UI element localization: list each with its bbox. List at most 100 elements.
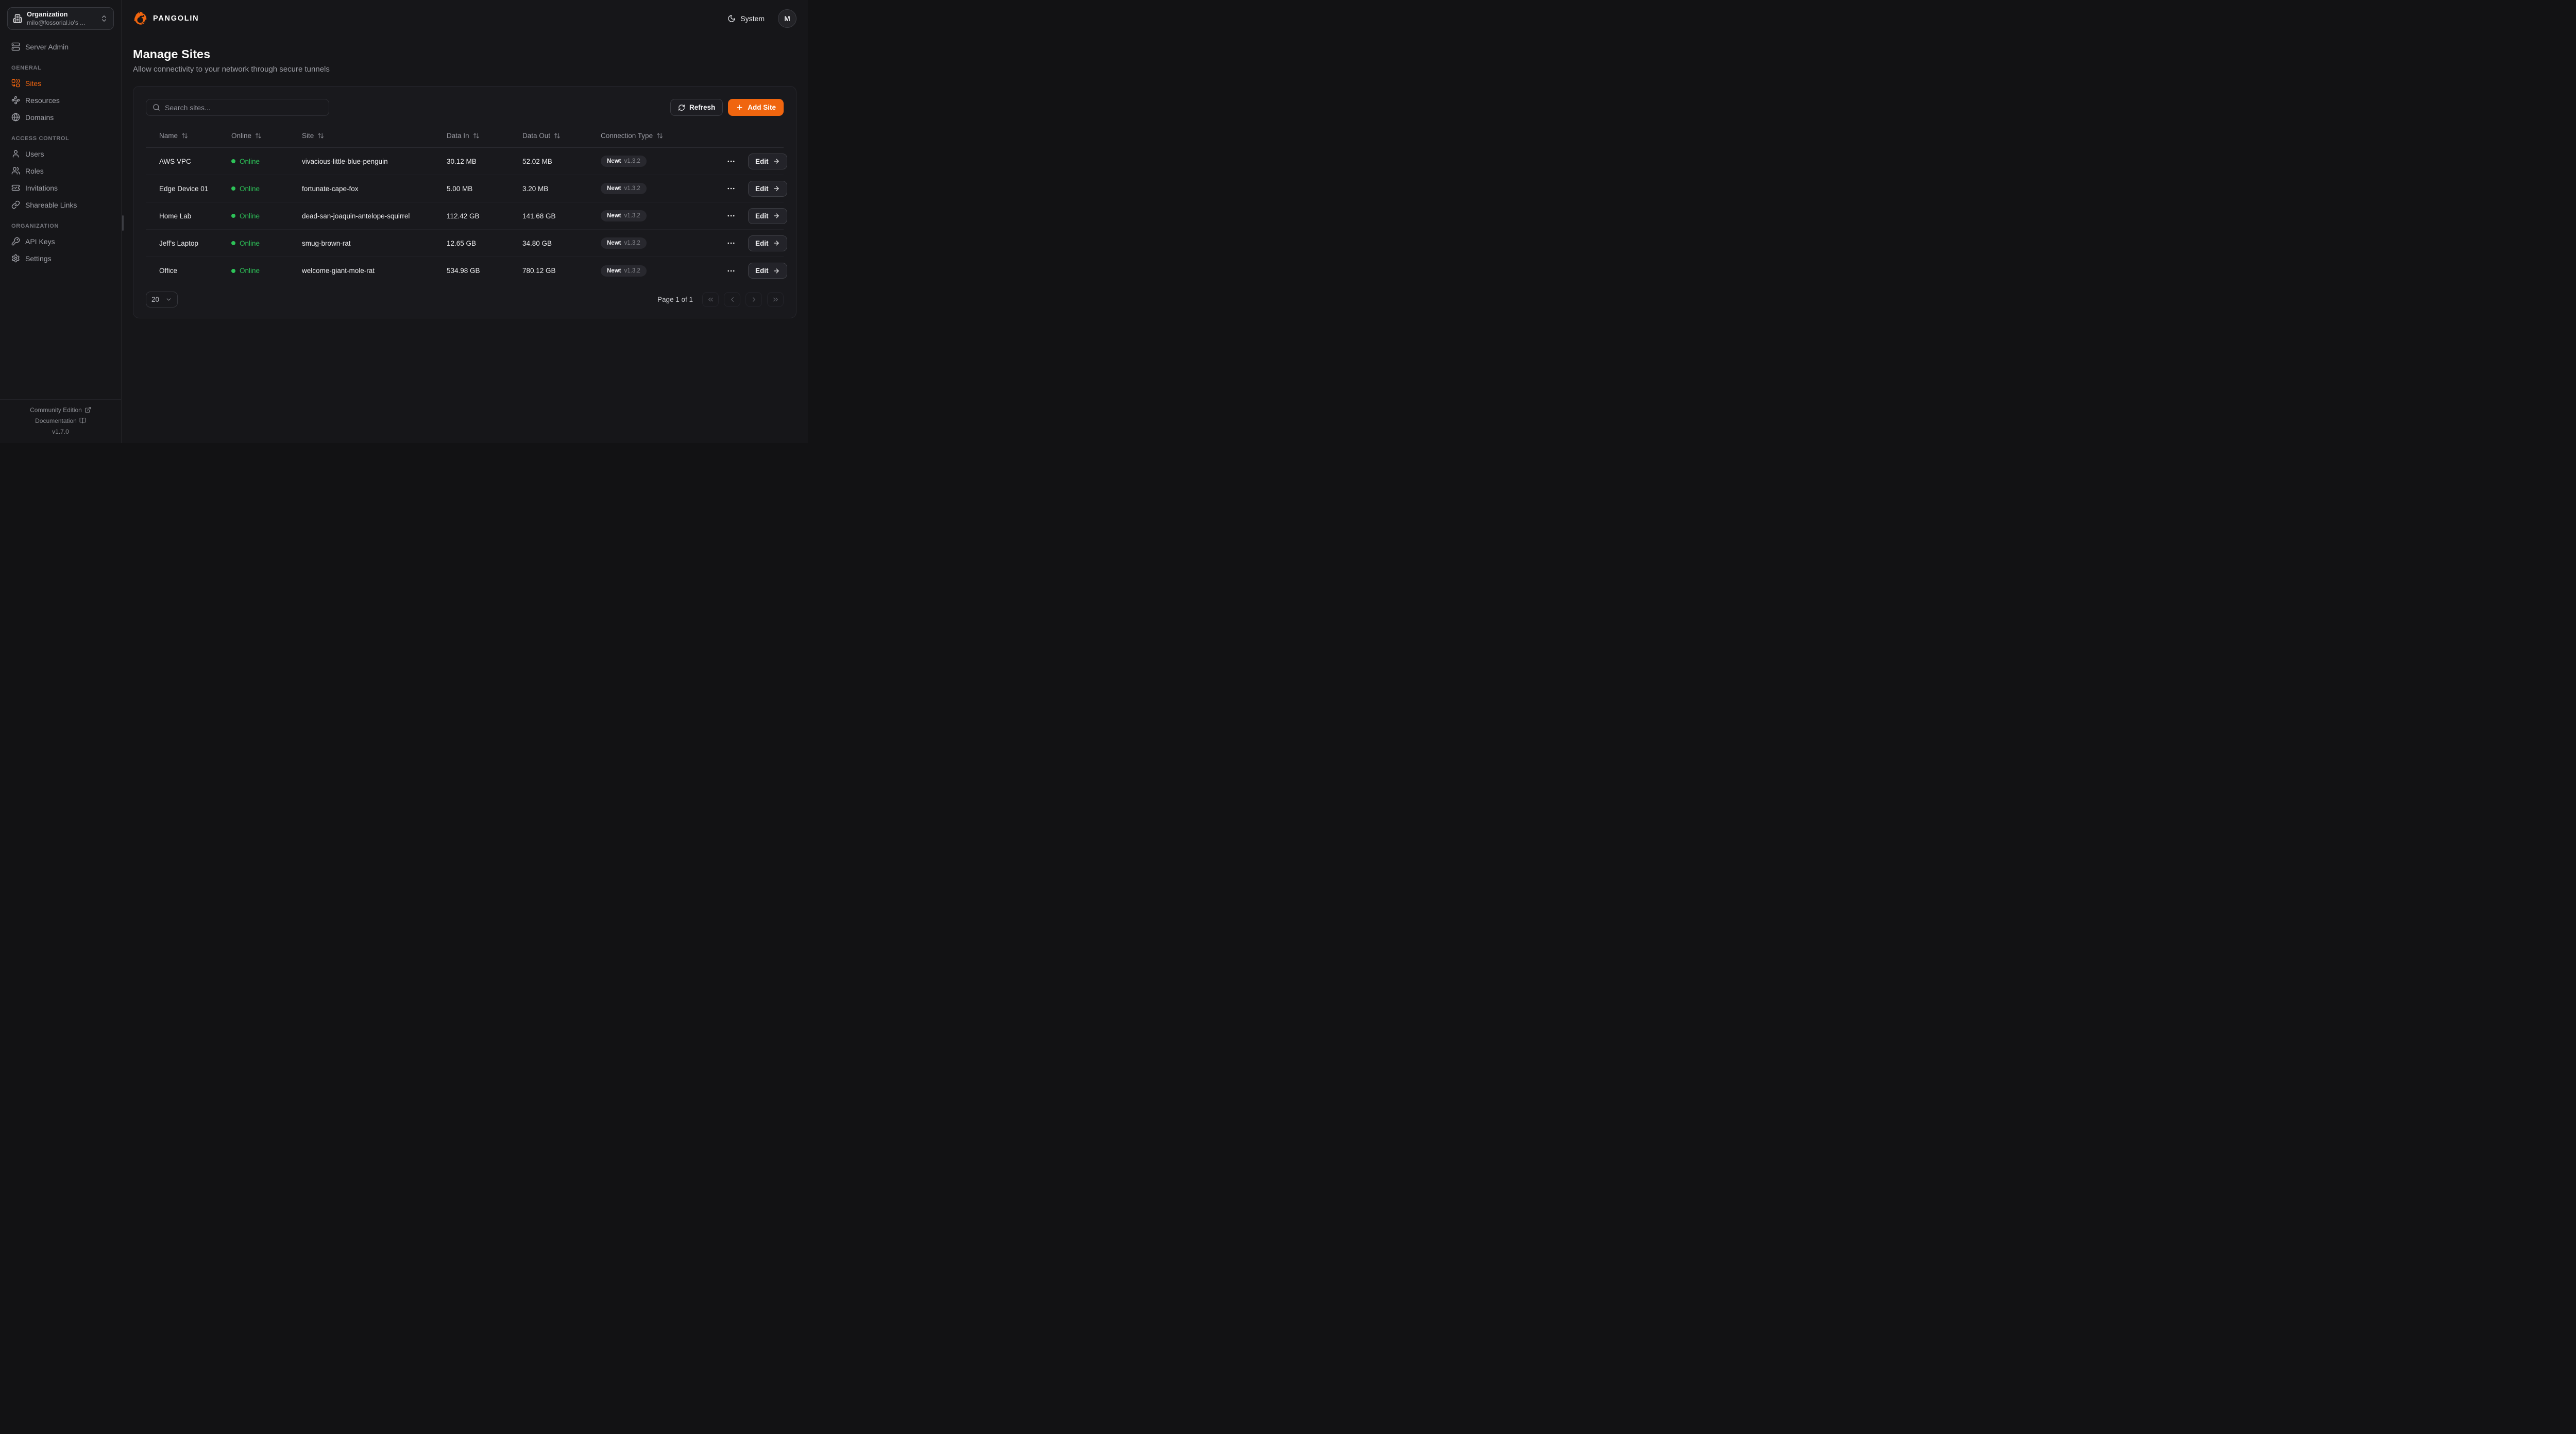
site-slug: vivacious-little-blue-penguin <box>302 157 388 165</box>
sidebar-item-users[interactable]: Users <box>7 145 114 162</box>
theme-toggle[interactable]: System <box>727 14 765 23</box>
users-icon <box>11 166 20 175</box>
sidebar-item-shareable-links[interactable]: Shareable Links <box>7 196 114 213</box>
refresh-icon <box>678 104 685 111</box>
previous-page-button[interactable] <box>724 292 740 307</box>
sidebar-item-sites[interactable]: Sites <box>7 75 114 92</box>
edit-button[interactable]: Edit <box>748 208 787 224</box>
connection-type-badge: Newt v1.3.2 <box>601 183 647 194</box>
table-row: Office Online welcome-giant-mole-rat 534… <box>146 257 787 284</box>
user-avatar[interactable]: M <box>778 9 796 28</box>
sidebar-item-label: Resources <box>25 96 60 105</box>
column-header-data-in[interactable]: Data In <box>447 132 522 140</box>
row-menu-button[interactable] <box>724 236 738 250</box>
row-menu-button[interactable] <box>724 155 738 168</box>
site-name: Jeff's Laptop <box>159 239 198 247</box>
org-switcher-title: Organization <box>27 10 68 19</box>
row-menu-button[interactable] <box>724 182 738 195</box>
edit-button[interactable]: Edit <box>748 153 787 169</box>
sidebar-item-server-admin[interactable]: Server Admin <box>7 38 114 55</box>
column-header-data-out[interactable]: Data Out <box>522 132 601 140</box>
data-in-value: 12.65 GB <box>447 239 477 247</box>
chevrons-right-icon <box>772 296 779 303</box>
column-header-name[interactable]: Name <box>159 132 231 140</box>
page-size-select[interactable]: 20 <box>146 292 178 308</box>
resources-icon <box>11 96 20 105</box>
column-header-online[interactable]: Online <box>231 132 302 140</box>
search-input[interactable] <box>165 103 323 112</box>
topbar: PANGOLIN System M <box>122 0 808 37</box>
ellipsis-icon <box>726 211 736 220</box>
sidebar-nav: Server Admin GENERAL Sites Resources Dom <box>7 38 114 267</box>
refresh-button[interactable]: Refresh <box>670 99 723 116</box>
online-dot <box>231 268 235 273</box>
data-out-value: 34.80 GB <box>522 239 552 247</box>
globe-icon <box>11 113 20 122</box>
site-name: Home Lab <box>159 212 192 220</box>
column-header-site[interactable]: Site <box>302 132 447 140</box>
online-status: Online <box>240 267 260 275</box>
sites-table: Name Online Site Data In Data Out Connec… <box>146 124 787 284</box>
ellipsis-icon <box>726 157 736 166</box>
online-status: Online <box>240 157 260 165</box>
ellipsis-icon <box>726 266 736 276</box>
edit-button[interactable]: Edit <box>748 235 787 251</box>
sidebar-item-roles[interactable]: Roles <box>7 162 114 179</box>
connection-type-badge: Newt v1.3.2 <box>601 210 647 221</box>
edit-button[interactable]: Edit <box>748 180 787 197</box>
connection-type-badge: Newt v1.3.2 <box>601 265 647 277</box>
connection-type-badge: Newt v1.3.2 <box>601 156 647 167</box>
column-header-connection-type[interactable]: Connection Type <box>601 132 724 140</box>
site-name: Office <box>159 267 178 275</box>
sort-icon <box>656 132 663 139</box>
data-in-value: 112.42 GB <box>447 212 480 220</box>
online-status: Online <box>240 184 260 193</box>
org-switcher[interactable]: Organization milo@fossorial.io's ... <box>7 7 114 30</box>
connection-type-badge: Newt v1.3.2 <box>601 237 647 249</box>
add-site-button[interactable]: Add Site <box>728 99 784 116</box>
theme-label: System <box>740 14 765 23</box>
avatar-initial: M <box>784 14 790 23</box>
data-in-value: 30.12 MB <box>447 157 477 165</box>
moon-icon <box>727 14 736 23</box>
brand-logo[interactable]: PANGOLIN <box>133 11 199 26</box>
edit-button[interactable]: Edit <box>748 263 787 279</box>
online-dot <box>231 186 235 191</box>
sidebar-item-domains[interactable]: Domains <box>7 109 114 126</box>
documentation-link[interactable]: Documentation <box>7 417 114 424</box>
community-edition-link[interactable]: Community Edition <box>7 406 114 414</box>
sidebar: Organization milo@fossorial.io's ... Ser… <box>0 0 122 443</box>
search-box[interactable] <box>146 99 329 116</box>
org-switcher-subtitle: milo@fossorial.io's ... <box>27 19 86 26</box>
sort-icon <box>554 132 561 139</box>
online-dot <box>231 214 235 218</box>
sort-icon <box>255 132 262 139</box>
chevrons-up-down-icon <box>100 14 108 23</box>
external-link-icon <box>84 406 91 413</box>
sidebar-item-invitations[interactable]: Invitations <box>7 179 114 196</box>
ellipsis-icon <box>726 184 736 193</box>
row-menu-button[interactable] <box>724 264 738 278</box>
next-page-button[interactable] <box>745 292 762 307</box>
sidebar-item-api-keys[interactable]: API Keys <box>7 233 114 250</box>
sidebar-item-label: Sites <box>25 79 42 88</box>
last-page-button[interactable] <box>767 292 784 307</box>
sidebar-item-resources[interactable]: Resources <box>7 92 114 109</box>
chevron-left-icon <box>728 296 736 303</box>
sites-card: Refresh Add Site Name Online <box>133 86 796 318</box>
chevrons-left-icon <box>707 296 715 303</box>
site-name: Edge Device 01 <box>159 184 209 193</box>
sidebar-item-settings[interactable]: Settings <box>7 250 114 267</box>
first-page-button[interactable] <box>702 292 719 307</box>
data-out-value: 780.12 GB <box>522 267 556 275</box>
row-menu-button[interactable] <box>724 209 738 223</box>
ticket-icon <box>11 183 20 192</box>
sidebar-item-label: Invitations <box>25 183 58 192</box>
page-size-value: 20 <box>151 296 160 303</box>
sidebar-item-label: Server Admin <box>25 42 69 51</box>
sidebar-scrollbar-thumb[interactable] <box>122 215 124 231</box>
chevron-right-icon <box>750 296 758 303</box>
app-root: Organization milo@fossorial.io's ... Ser… <box>0 0 808 443</box>
building-icon <box>13 14 22 23</box>
link-icon <box>11 200 20 209</box>
